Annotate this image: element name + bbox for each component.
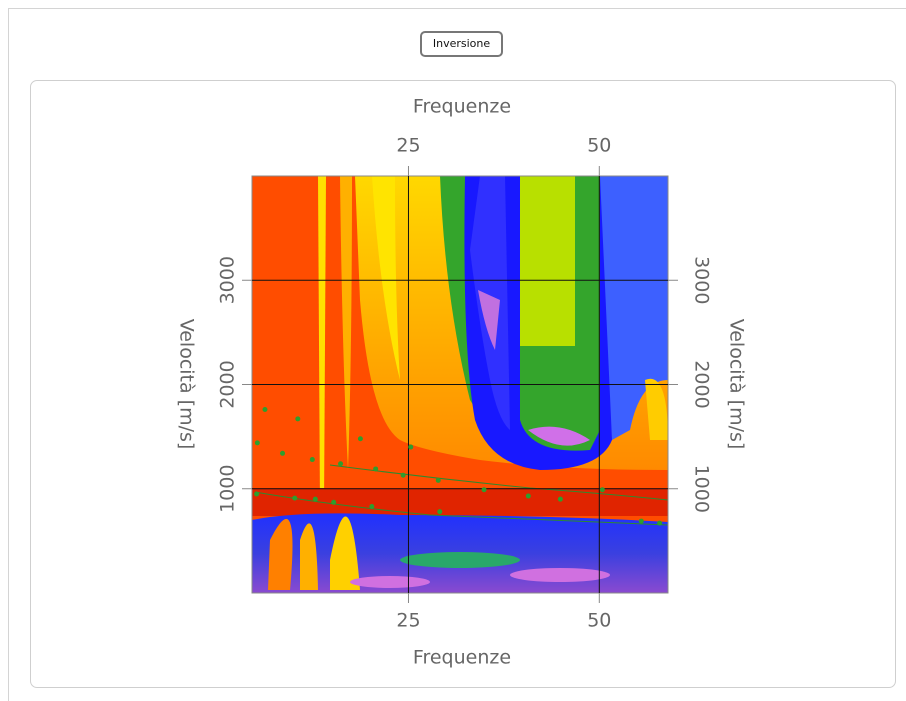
x-axis-title-top: Frequenze	[413, 96, 511, 118]
chart-panel	[30, 80, 896, 688]
data-point	[400, 472, 406, 478]
x-tick-label: 25	[396, 135, 420, 157]
x-tick-label: 50	[587, 135, 611, 157]
data-point	[292, 495, 298, 501]
data-point	[295, 416, 301, 422]
data-point	[369, 503, 375, 509]
data-point	[408, 444, 414, 450]
data-point	[599, 487, 605, 493]
x-axis-title-bottom: Frequenze	[413, 647, 511, 669]
inversion-button[interactable]: Inversione	[420, 31, 503, 57]
data-point	[338, 461, 344, 467]
data-point	[331, 499, 337, 505]
y-tick-label: 3000	[691, 256, 713, 304]
data-point	[557, 496, 563, 502]
data-point	[309, 457, 315, 463]
data-point	[437, 509, 443, 515]
y-tick-label: 2000	[691, 360, 713, 408]
data-point	[481, 487, 487, 493]
x-tick-label: 25	[396, 610, 420, 632]
data-point	[435, 477, 441, 483]
data-point	[312, 496, 318, 502]
data-point	[657, 520, 663, 526]
frame-line	[8, 8, 9, 701]
data-point	[254, 491, 260, 497]
data-point	[254, 440, 260, 446]
data-point	[280, 450, 286, 456]
y-tick-label: 1000	[217, 465, 239, 513]
y-tick-label: 2000	[217, 360, 239, 408]
data-point	[357, 436, 363, 442]
x-tick-label: 50	[587, 610, 611, 632]
data-point	[638, 518, 644, 524]
data-point	[525, 493, 531, 499]
data-point	[373, 466, 379, 472]
data-point	[262, 407, 268, 413]
frame-line	[8, 8, 906, 9]
y-axis-title-left: Velocità [m/s]	[176, 319, 198, 450]
y-tick-label: 1000	[691, 465, 713, 513]
y-tick-label: 3000	[217, 256, 239, 304]
y-axis-title-right: Velocità [m/s]	[726, 319, 748, 450]
